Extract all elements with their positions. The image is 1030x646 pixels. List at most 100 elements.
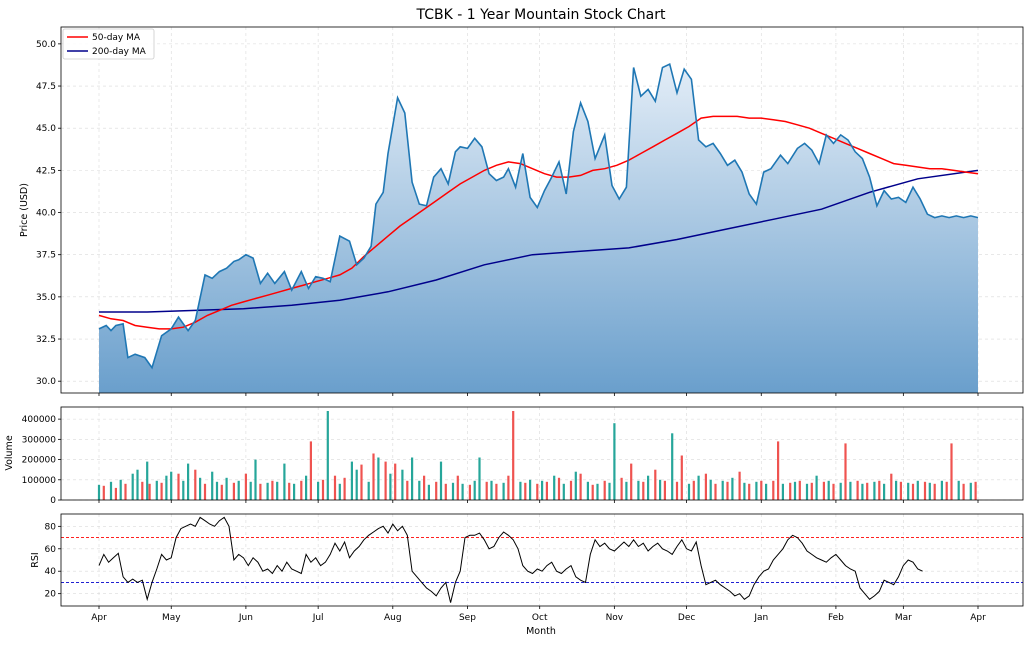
volume-bar	[777, 441, 780, 500]
x-tick-label: Dec	[678, 613, 695, 623]
volume-y-tick-label: 200000	[22, 456, 57, 466]
volume-bar	[579, 473, 582, 500]
x-tick-label: May	[162, 613, 181, 623]
volume-y-tick-label: 300000	[22, 435, 57, 445]
volume-bar	[182, 480, 185, 500]
volume-bar	[259, 483, 262, 500]
volume-bar	[697, 475, 700, 500]
volume-bar	[266, 482, 269, 500]
volume-bar	[333, 475, 337, 500]
volume-bar	[781, 483, 784, 500]
volume-bar	[642, 481, 645, 500]
rsi-panel: 20 40 60 80 RSI	[30, 513, 1024, 607]
volume-bar	[849, 481, 852, 500]
volume-bar	[321, 479, 325, 500]
price-y-tick-label: 35.0	[36, 293, 56, 303]
volume-bar	[553, 475, 556, 500]
volume-bars	[97, 411, 977, 500]
volume-bar	[485, 481, 488, 500]
volume-bar	[119, 479, 122, 500]
volume-bar	[637, 480, 640, 500]
volume-bar	[276, 481, 279, 500]
volume-bar	[406, 480, 409, 500]
volume-bar	[155, 480, 158, 500]
volume-bar	[355, 469, 358, 500]
rsi-y-tick-label: 80	[45, 522, 57, 532]
volume-bar	[136, 469, 139, 500]
x-tick-label: Nov	[606, 613, 624, 623]
volume-bar	[237, 480, 240, 500]
volume-bar	[435, 481, 438, 500]
volume-bar	[596, 483, 599, 500]
volume-bar	[630, 463, 633, 500]
volume-bar	[338, 483, 341, 500]
volume-bar	[309, 441, 312, 500]
volume-bar	[490, 480, 493, 500]
volume-bar	[536, 483, 539, 500]
volume-bar	[714, 483, 717, 500]
volume-bar	[461, 483, 464, 500]
price-y-tick-label: 30.0	[36, 377, 56, 387]
volume-bar	[146, 461, 149, 500]
volume-bar	[861, 483, 864, 500]
volume-bar	[473, 480, 476, 500]
volume-bar	[647, 475, 650, 500]
volume-bar	[743, 482, 746, 500]
chart-title: TCBK - 1 Year Mountain Stock Chart	[415, 7, 666, 23]
volume-bar	[822, 481, 825, 500]
price-line	[98, 62, 979, 370]
volume-bar	[427, 484, 430, 500]
volume-bar	[502, 482, 505, 500]
volume-bar	[225, 477, 228, 500]
x-tick-label: Jul	[312, 613, 324, 623]
volume-bar	[704, 473, 707, 500]
volume-bar	[923, 481, 927, 500]
volume-bar	[384, 461, 387, 500]
volume-bar	[945, 481, 948, 500]
volume-bar	[215, 481, 219, 500]
volume-bar	[866, 482, 869, 500]
volume-bar	[160, 482, 163, 500]
volume-bar	[569, 480, 573, 500]
volume-bar	[789, 482, 792, 500]
volume-bar	[288, 482, 291, 500]
rsi-y-tick-label: 40	[45, 567, 57, 577]
x-axis-label: Month	[526, 626, 556, 637]
volume-bar	[317, 481, 320, 500]
volume-bar	[254, 459, 257, 500]
price-y-tick-label: 50.0	[36, 40, 56, 50]
volume-bar	[933, 483, 936, 500]
volume-bar	[519, 481, 522, 500]
volume-bar	[350, 461, 353, 500]
volume-bar	[389, 473, 392, 500]
rsi-y-tick-label: 60	[45, 545, 57, 555]
volume-bar	[721, 480, 724, 500]
price-y-tick-label: 40.0	[36, 209, 56, 219]
price-panel-frame	[60, 26, 1024, 394]
volume-bar	[680, 455, 683, 500]
volume-bar	[731, 477, 734, 500]
volume-bar	[293, 483, 296, 500]
volume-bar	[367, 481, 370, 500]
volume-bar	[326, 411, 329, 500]
volume-bar	[827, 480, 830, 500]
volume-bar	[439, 461, 443, 500]
price-area-fill	[99, 64, 978, 393]
volume-bar	[726, 481, 729, 500]
price-y-tick-label: 37.5	[36, 251, 56, 261]
volume-bar	[114, 487, 117, 500]
volume-bar	[97, 484, 101, 500]
volume-bar	[687, 483, 691, 500]
volume-bar	[671, 433, 674, 500]
volume-bar	[748, 483, 751, 500]
volume-bar	[562, 483, 565, 500]
volume-bar	[468, 484, 471, 500]
rsi-panel-frame	[60, 513, 1024, 607]
volume-bar	[305, 475, 308, 500]
volume-bar	[810, 482, 813, 500]
volume-bar	[109, 481, 113, 500]
volume-bar	[187, 463, 190, 500]
volume-bar	[418, 480, 421, 500]
volume-bar	[659, 479, 662, 500]
